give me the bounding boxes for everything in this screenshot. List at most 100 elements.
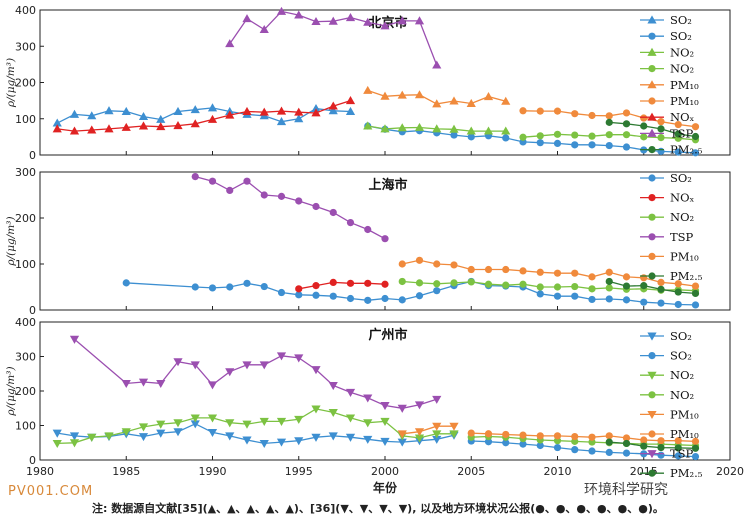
data-point: [380, 437, 390, 446]
data-point: [173, 428, 183, 437]
data-point: [397, 90, 407, 99]
data-point: [328, 432, 338, 441]
data-point: [691, 289, 700, 298]
data-point: [242, 436, 252, 445]
data-point: [605, 295, 613, 303]
data-point: [276, 106, 287, 115]
series-line: [298, 281, 386, 290]
data-point: [501, 96, 511, 105]
y-axis-label: ρ/(μg/m³): [5, 366, 17, 416]
data-point: [397, 123, 407, 132]
data-point: [277, 288, 286, 297]
data-point: [605, 284, 613, 292]
legend-label: SO₂: [670, 171, 692, 185]
data-point: [294, 10, 304, 19]
data-point: [674, 452, 682, 460]
data-point: [225, 368, 235, 377]
data-point: [207, 103, 218, 112]
data-point: [398, 296, 406, 304]
data-point: [380, 21, 390, 30]
legend-label: PM₁₀: [670, 427, 699, 441]
legend-marker: [648, 32, 656, 40]
data-point: [622, 439, 631, 448]
legend-marker: [647, 112, 657, 121]
data-point: [173, 106, 183, 115]
data-point: [173, 419, 183, 428]
legend-marker: [648, 194, 656, 202]
data-point: [605, 448, 613, 457]
data-point: [294, 354, 304, 363]
data-point: [207, 114, 218, 123]
x-tick-label: 1990: [199, 465, 227, 478]
legend-label: NO₂: [670, 210, 694, 224]
data-point: [190, 119, 200, 128]
data-point: [52, 429, 62, 438]
data-point: [640, 442, 648, 450]
data-point: [329, 208, 337, 217]
series-NO₂: [52, 405, 459, 449]
data-point: [467, 265, 475, 274]
data-point: [52, 439, 62, 449]
data-point: [328, 408, 338, 417]
data-point: [640, 122, 648, 130]
legend-marker: [647, 47, 657, 56]
data-point: [207, 428, 218, 437]
data-point: [622, 131, 631, 139]
data-point: [259, 24, 269, 34]
legend-marker: [648, 213, 656, 221]
data-point: [242, 14, 252, 23]
legend-label: NOₓ: [670, 191, 694, 205]
y-tick-label: 400: [15, 4, 36, 17]
data-point: [295, 291, 303, 299]
data-point: [414, 16, 425, 25]
data-point: [364, 279, 372, 287]
data-point: [571, 141, 579, 149]
data-point: [225, 419, 235, 428]
legend-label: NO₂: [670, 62, 694, 76]
data-point: [173, 358, 183, 367]
data-point: [657, 443, 665, 452]
data-point: [691, 123, 700, 131]
data-point: [657, 299, 665, 307]
data-point: [657, 125, 665, 133]
data-point: [450, 279, 458, 287]
data-point: [433, 280, 441, 288]
data-point: [329, 292, 337, 300]
data-point: [87, 433, 97, 442]
data-point: [622, 273, 631, 281]
data-point: [450, 131, 458, 139]
data-point: [519, 431, 527, 439]
data-point: [502, 439, 510, 447]
data-point: [536, 432, 544, 440]
data-point: [69, 126, 80, 135]
data-point: [571, 269, 579, 277]
data-point: [674, 130, 682, 138]
legend-marker: [648, 252, 656, 260]
data-point: [345, 13, 356, 22]
data-point: [312, 282, 320, 290]
data-point: [588, 111, 596, 120]
data-point: [640, 282, 648, 290]
series-NOₓ: [52, 96, 356, 135]
legend-marker: [647, 450, 657, 459]
data-point: [553, 283, 562, 291]
data-point: [414, 434, 425, 443]
data-point: [432, 422, 442, 431]
data-point: [449, 422, 459, 431]
data-point: [691, 437, 700, 445]
data-point: [311, 433, 321, 442]
data-point: [433, 260, 441, 268]
data-point: [553, 107, 562, 115]
data-point: [121, 379, 131, 389]
data-point: [52, 124, 62, 133]
series-line: [57, 107, 351, 124]
data-point: [536, 290, 544, 298]
y-axis-label: ρ/(μg/m³): [5, 216, 17, 266]
data-point: [640, 133, 648, 141]
data-point: [449, 430, 459, 439]
data-point: [277, 192, 286, 200]
data-point: [571, 446, 579, 454]
data-point: [674, 437, 682, 445]
data-point: [87, 111, 97, 120]
